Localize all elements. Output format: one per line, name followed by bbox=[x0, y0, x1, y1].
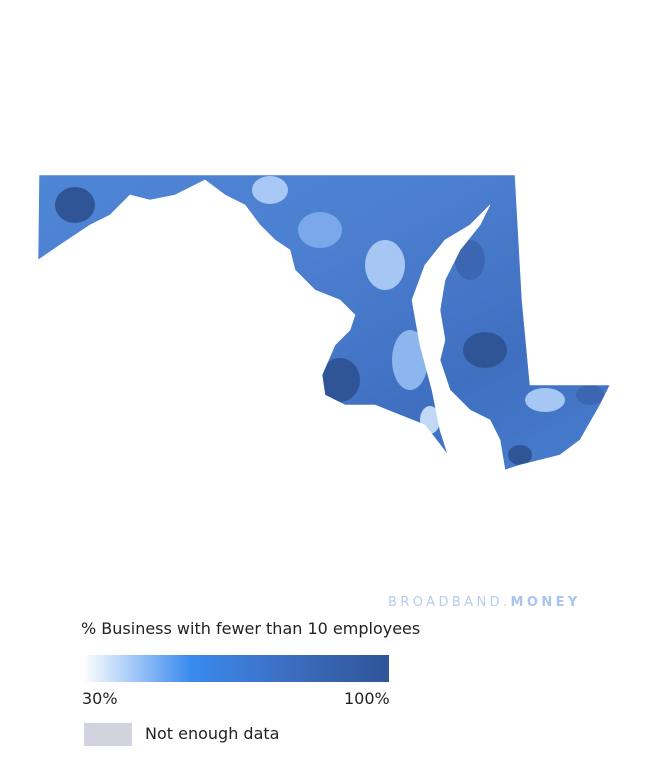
brand-suffix: MONEY bbox=[510, 595, 581, 610]
legend-min: 30% bbox=[82, 689, 118, 708]
legend-max: 100% bbox=[344, 689, 390, 708]
no-data-label: Not enough data bbox=[145, 724, 280, 743]
no-data-swatch bbox=[84, 723, 132, 746]
brand: BROADBAND.MONEY bbox=[388, 595, 581, 610]
brand-name: BROADBAND. bbox=[388, 595, 511, 610]
legend-title: % Business with fewer than 10 employees bbox=[81, 619, 421, 638]
map bbox=[37, 174, 611, 471]
state-shape bbox=[38, 175, 610, 470]
legend-gradient bbox=[83, 655, 389, 682]
